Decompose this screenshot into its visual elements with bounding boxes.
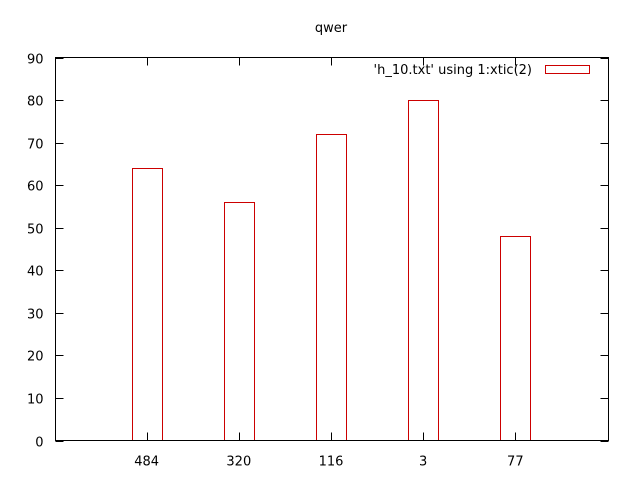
- legend-swatch: [545, 65, 590, 74]
- y-tick-label: 90: [27, 53, 44, 68]
- y-tick-label: 0: [35, 436, 43, 451]
- y-tick-label: 60: [27, 180, 44, 195]
- y-tick-label: 50: [27, 223, 44, 238]
- x-tick-label: 77: [507, 455, 524, 470]
- y-axis: 0 10 20 30 40 50 60 70 80 90: [27, 53, 609, 451]
- plot-frame: [55, 57, 609, 441]
- chart-title: qwer: [315, 21, 348, 36]
- y-tick-label: 30: [27, 308, 44, 323]
- x-tick-label: 116: [319, 455, 344, 470]
- x-tick-label: 3: [419, 455, 427, 470]
- y-tick-label: 40: [27, 265, 44, 280]
- y-tick-label: 20: [27, 350, 44, 365]
- x-axis: 484 320 116 3 77: [134, 57, 524, 470]
- legend: 'h_10.txt' using 1:xtic(2): [374, 63, 590, 78]
- y-tick-label: 80: [27, 95, 44, 110]
- y-tick-label: 70: [27, 138, 44, 153]
- legend-label: 'h_10.txt' using 1:xtic(2): [374, 63, 532, 78]
- x-tick-label: 484: [134, 455, 159, 470]
- y-tick-label: 10: [27, 393, 44, 408]
- x-tick-label: 320: [226, 455, 251, 470]
